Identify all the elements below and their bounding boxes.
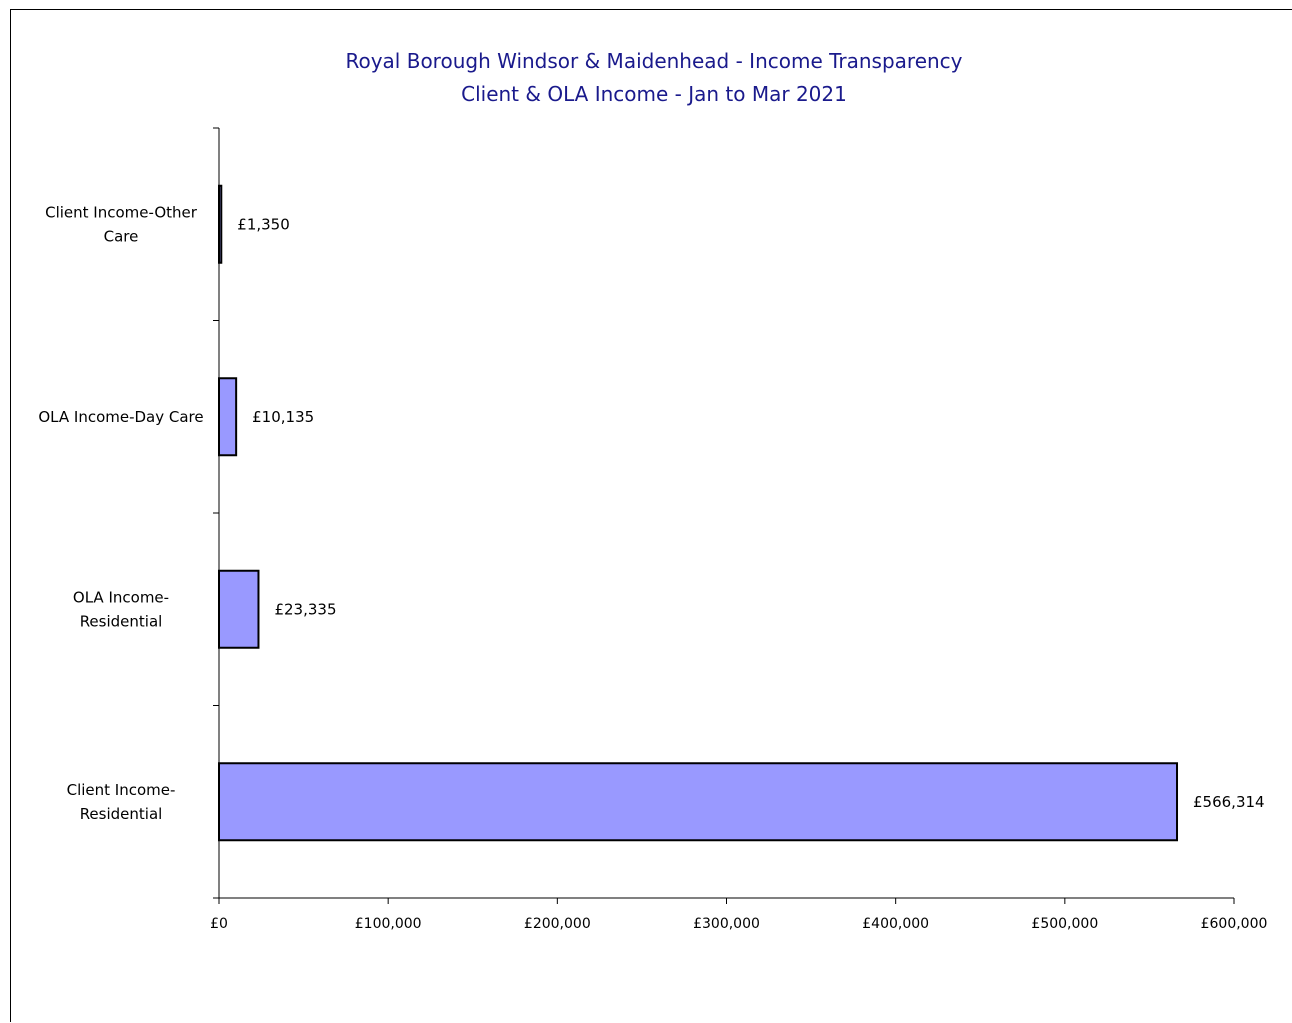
x-tick-label: £500,000 <box>1031 916 1098 932</box>
bar <box>218 377 238 457</box>
chart-frame: Royal Borough Windsor & Maidenhead - Inc… <box>10 9 1292 1022</box>
x-tick-label: £100,000 <box>355 916 422 932</box>
x-tick-label: £600,000 <box>1201 916 1268 932</box>
data-label: £566,314 <box>1193 793 1265 811</box>
bar <box>218 569 260 649</box>
category-label: OLA Income-Day Care <box>38 408 203 426</box>
chart-title: Royal Borough Windsor & Maidenhead - Inc… <box>345 49 962 73</box>
category-label: Client Income-Residential <box>67 781 176 823</box>
bar <box>218 184 223 264</box>
chart-subtitle: Client & OLA Income - Jan to Mar 2021 <box>461 82 847 106</box>
x-tick-label: £300,000 <box>693 916 760 932</box>
category-label: Client Income-Other Care <box>45 203 198 245</box>
x-tick-label: £400,000 <box>862 916 929 932</box>
data-label: £10,135 <box>252 408 314 426</box>
data-label: £1,350 <box>237 215 290 233</box>
plot-area: £0 £100,000 £200,000 £300,000 £400,000 £500,0… <box>38 127 1268 932</box>
bar <box>218 762 1179 842</box>
data-label: £23,335 <box>274 600 336 618</box>
x-tick-label: £0 <box>210 916 228 932</box>
x-tick-label: £200,000 <box>524 916 591 932</box>
category-label: OLA Income-Residential <box>73 588 169 630</box>
bar-chart: Royal Borough Windsor & Maidenhead - Inc… <box>38 49 1268 932</box>
